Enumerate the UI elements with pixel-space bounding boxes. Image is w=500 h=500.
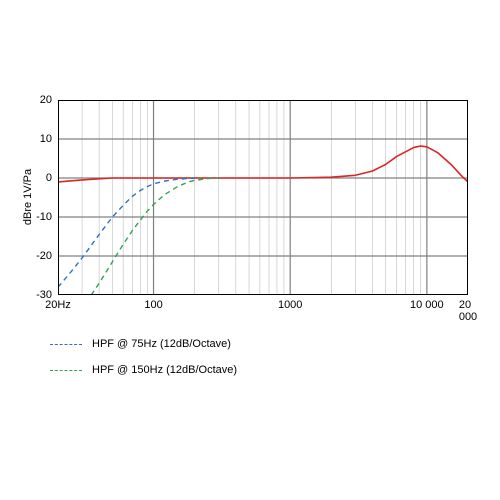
page: -30 -20 -10 0 10 20 20Hz 100 1000 10 000… (0, 0, 500, 500)
y-tick-label: -10 (36, 211, 52, 223)
y-tick-label: 10 (40, 133, 52, 145)
x-tick-label: 20Hz (45, 299, 71, 311)
y-axis-label: dBre 1V/Pa (22, 167, 34, 227)
x-tick-label: 10 000 (410, 299, 444, 311)
y-tick-label: 20 (40, 94, 52, 106)
x-tick-label: 20 000 (459, 299, 477, 323)
x-tick-label: 100 (144, 299, 162, 311)
frequency-response-chart: -30 -20 -10 0 10 20 20Hz 100 1000 10 000… (58, 100, 468, 295)
legend-item: HPF @ 75Hz (12dB/Octave) (50, 338, 237, 350)
chart-svg (58, 100, 468, 295)
legend-label: HPF @ 75Hz (12dB/Octave) (92, 338, 231, 350)
legend-swatch (50, 344, 82, 345)
legend-swatch (50, 370, 82, 371)
x-tick-label: 1000 (278, 299, 302, 311)
legend-item: HPF @ 150Hz (12dB/Octave) (50, 364, 237, 376)
legend: HPF @ 75Hz (12dB/Octave) HPF @ 150Hz (12… (50, 338, 237, 390)
y-tick-label: 0 (46, 172, 52, 184)
y-tick-label: -20 (36, 250, 52, 262)
legend-label: HPF @ 150Hz (12dB/Octave) (92, 364, 237, 376)
